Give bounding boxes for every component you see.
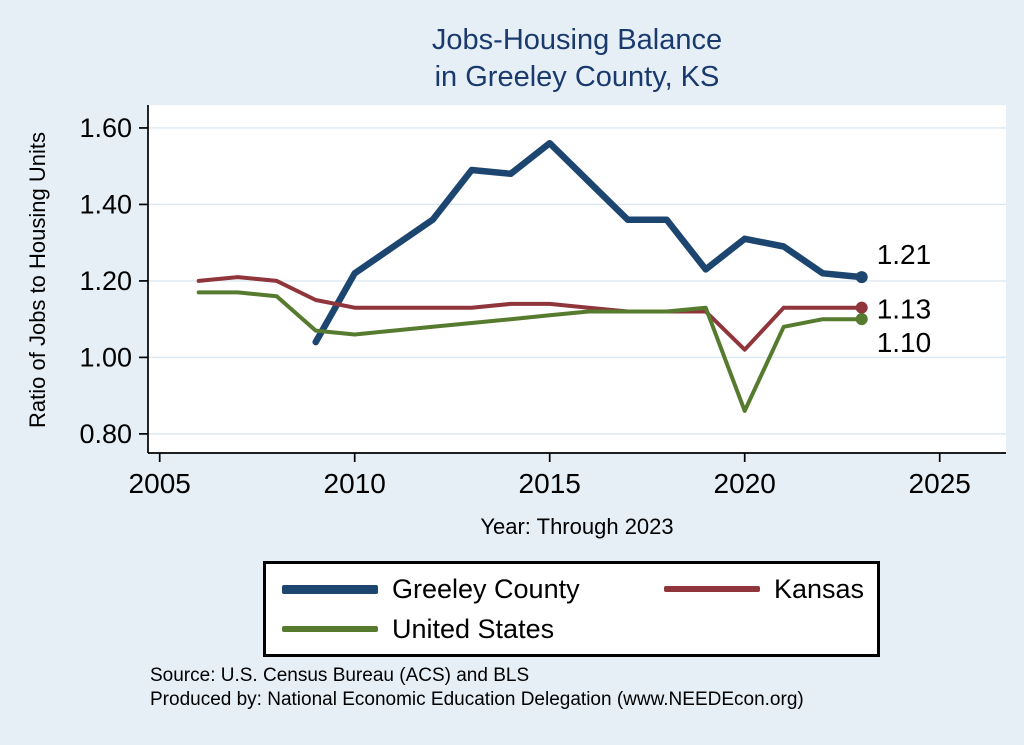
x-tick-label: 2020 [714,468,776,499]
x-tick-label: 2005 [129,468,191,499]
legend: Greeley County Kansas United States [263,561,880,657]
end-label-0: 1.21 [877,239,932,270]
legend-label-greeley-county: Greeley County [392,573,580,604]
x-tick-label: 2015 [519,468,581,499]
y-tick-label: 1.00 [79,342,132,372]
legend-swatch-kansas [664,586,760,592]
series-line-2 [196,290,864,413]
y-tick-label: 1.20 [79,266,132,296]
end-label-1: 1.13 [877,294,932,325]
plot-svg: 0.80 1.00 1.20 1.40 1.60 2005 2010 2015 2020 2025… [79,105,1006,499]
end-marker-0 [855,271,868,284]
legend-label-united-states: United States [392,613,555,644]
legend-label-kansas: Kansas [774,573,865,604]
source-line1: Source: U.S. Census Bureau (ACS) and BLS [150,665,530,686]
y-tick-label: 1.40 [79,189,132,219]
legend-swatch-greeley-county [282,584,378,594]
y-tick-label: 0.80 [79,419,132,449]
chart-title-line2: in Greeley County, KS [434,61,720,93]
source-line2: Produced by: National Economic Education… [150,689,804,710]
x-tick-label: 2025 [909,468,971,499]
series-line-1 [196,275,864,352]
series-line-0 [312,139,865,346]
y-tick-label: 1.60 [79,113,132,143]
legend-item-united-states: United States [282,609,664,649]
end-label-2: 1.10 [877,327,932,358]
chart-title-line1: Jobs-Housing Balance [431,24,723,56]
x-tick-label: 2010 [324,468,386,499]
end-marker-2 [855,313,868,326]
legend-item-greeley-county: Greeley County [282,569,664,609]
source-note: Source: U.S. Census Bureau (ACS) and BLS… [150,664,804,712]
end-marker-1 [855,301,868,314]
x-axis-label: Year: Through 2023 [480,514,674,539]
legend-swatch-united-states [282,626,378,632]
legend-item-kansas: Kansas [664,569,877,609]
chart-title: Jobs-Housing Balance in Greeley County, … [148,22,1006,96]
